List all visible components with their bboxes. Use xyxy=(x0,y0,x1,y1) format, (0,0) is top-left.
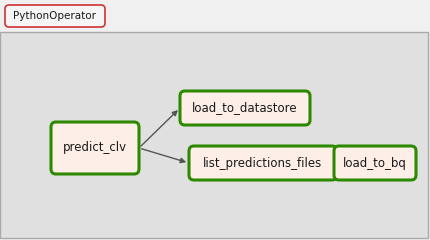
Text: predict_clv: predict_clv xyxy=(63,142,127,155)
FancyBboxPatch shape xyxy=(51,122,139,174)
FancyBboxPatch shape xyxy=(180,91,310,125)
FancyBboxPatch shape xyxy=(5,5,105,27)
Text: load_to_bq: load_to_bq xyxy=(343,156,407,169)
FancyBboxPatch shape xyxy=(334,146,416,180)
Text: PythonOperator: PythonOperator xyxy=(13,11,96,21)
FancyBboxPatch shape xyxy=(189,146,337,180)
FancyBboxPatch shape xyxy=(0,32,428,238)
Text: list_predictions_files: list_predictions_files xyxy=(203,156,322,169)
Text: load_to_datastore: load_to_datastore xyxy=(192,102,298,114)
